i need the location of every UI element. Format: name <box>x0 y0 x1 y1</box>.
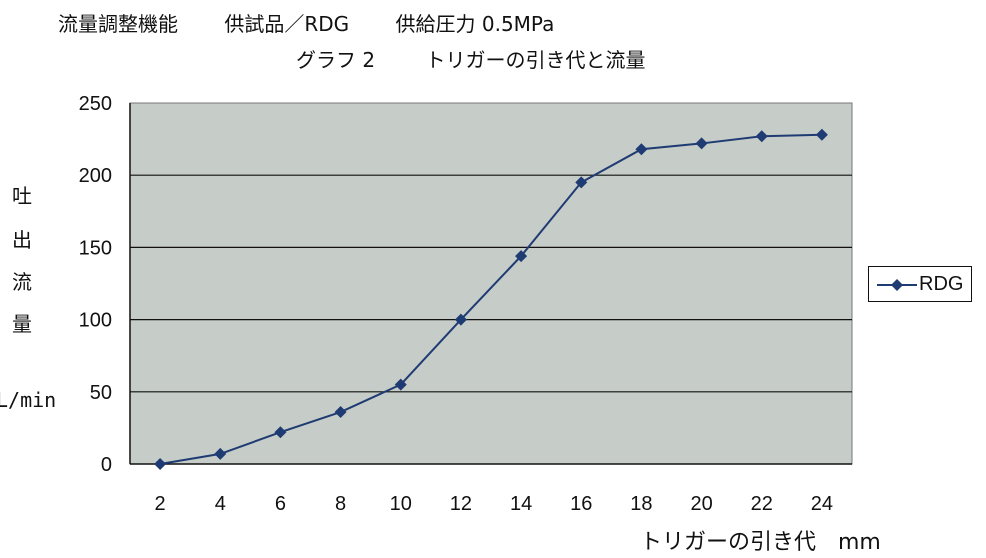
x-tick-label: 20 <box>690 493 712 515</box>
data-point <box>635 143 648 156</box>
y-tick-label: 150 <box>79 237 112 259</box>
x-tick-label: 10 <box>390 493 412 515</box>
y-tick-labels: 0 50 100 150 200 250 <box>79 93 112 476</box>
x-tick-label: 24 <box>811 493 833 515</box>
legend-swatch <box>877 279 917 291</box>
x-tick-label: 18 <box>630 493 652 515</box>
x-tick-label: 14 <box>510 493 532 515</box>
data-point <box>515 250 528 263</box>
y-axis-unit: L/min <box>0 388 57 412</box>
data-point <box>695 137 708 150</box>
x-tick-label: 6 <box>275 493 286 515</box>
legend: RDG <box>868 266 972 302</box>
data-point <box>755 130 768 143</box>
x-tick-label: 22 <box>751 493 773 515</box>
x-axis-label: トリガーの引き代 mm <box>640 530 881 555</box>
y-tick-label: 100 <box>79 310 112 332</box>
y-axis-label-char: 流 <box>12 270 32 294</box>
gridlines <box>129 103 852 465</box>
chart-title-number: グラフ 2 <box>296 48 376 72</box>
data-point <box>334 406 347 419</box>
chart-title: グラフ 2 トリガーの引き代と流量 <box>296 44 645 73</box>
y-tick-label: 50 <box>90 382 112 404</box>
series-line <box>159 133 822 465</box>
header-specimen: 供試品／RDG <box>224 12 350 36</box>
chart-header-line1: 流量調整機能 供試品／RDG 供給圧力 0.5MPa <box>58 8 594 37</box>
data-point <box>815 128 828 141</box>
data-point <box>394 378 407 391</box>
header-function: 流量調整機能 <box>58 12 178 36</box>
data-point <box>274 426 287 439</box>
data-point <box>214 447 227 460</box>
chart-title-text: トリガーの引き代と流量 <box>425 48 646 72</box>
x-tick-label: 2 <box>155 493 166 515</box>
x-tick-label: 16 <box>570 493 592 515</box>
legend-label-rdg: RDG <box>919 273 964 295</box>
series-rdg <box>154 128 828 470</box>
x-tick-label: 12 <box>450 493 472 515</box>
y-axis-label-char: 量 <box>12 312 32 336</box>
data-point <box>154 458 167 470</box>
y-axis-label-char: 出 <box>12 228 32 252</box>
y-tick-label: 0 <box>101 454 112 476</box>
data-point <box>575 176 588 189</box>
header-pressure: 供給圧力 0.5MPa <box>395 12 555 36</box>
data-point <box>454 313 467 326</box>
x-tick-label: 8 <box>335 493 346 515</box>
y-tick-label: 200 <box>79 165 112 187</box>
y-axis-label-char: 吐 <box>12 184 32 208</box>
x-tick-labels: 2 4 6 8 10 12 14 16 18 20 22 24 <box>155 493 834 515</box>
plot-area <box>129 102 853 465</box>
x-tick-label: 4 <box>215 493 226 515</box>
y-tick-label: 250 <box>79 93 112 115</box>
